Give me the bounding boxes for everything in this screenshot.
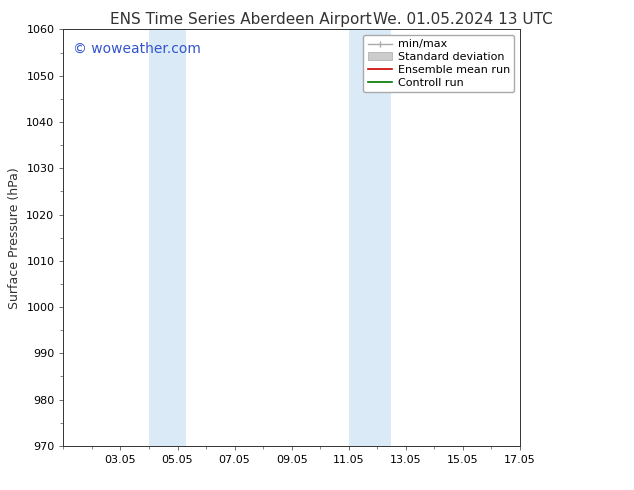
Y-axis label: Surface Pressure (hPa): Surface Pressure (hPa)	[8, 167, 21, 309]
Text: ENS Time Series Aberdeen Airport: ENS Time Series Aberdeen Airport	[110, 12, 372, 27]
Bar	[349, 29, 392, 446]
Text: We. 01.05.2024 13 UTC: We. 01.05.2024 13 UTC	[373, 12, 553, 27]
Text: © woweather.com: © woweather.com	[72, 42, 200, 56]
Legend: min/max, Standard deviation, Ensemble mean run, Controll run: min/max, Standard deviation, Ensemble me…	[363, 35, 514, 92]
Bar	[149, 29, 186, 446]
